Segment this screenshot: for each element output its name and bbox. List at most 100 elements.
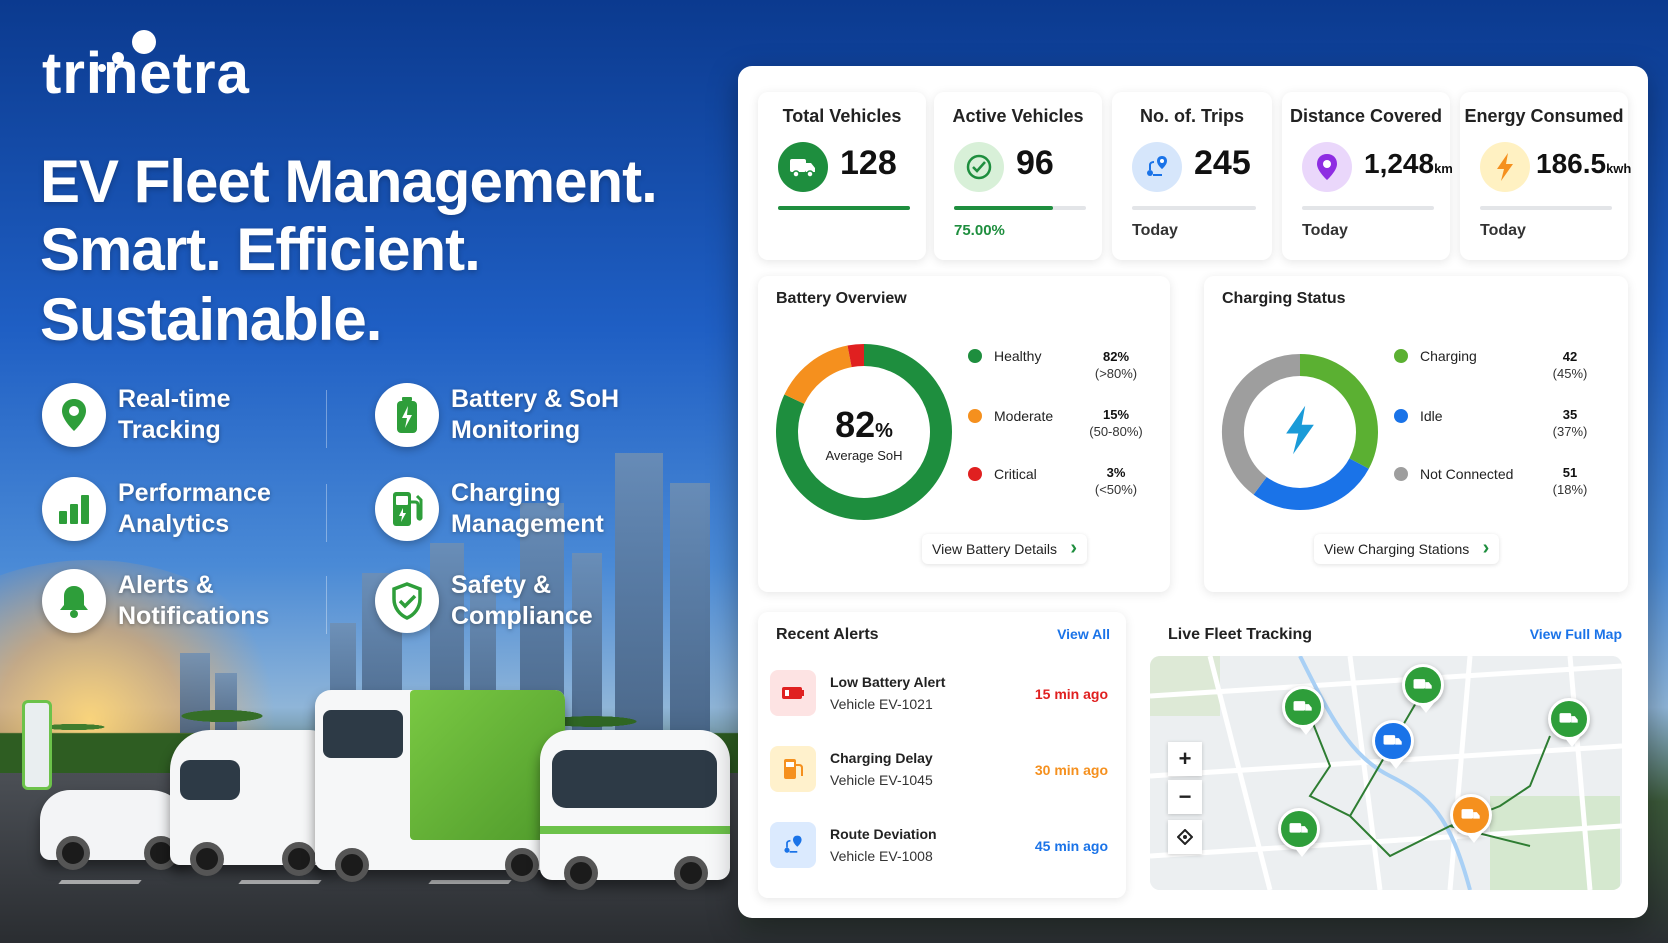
alert-item[interactable]: Route Deviation Vehicle EV-1008 45 min a… (770, 810, 1114, 878)
zoom-in-button[interactable]: + (1168, 742, 1202, 776)
stat-distance[interactable]: Distance Covered 1,248km Today (1282, 92, 1453, 260)
feature-line: Safety & (451, 571, 552, 599)
legend-healthy: Healthy (968, 348, 1041, 364)
charging-status-panel: Charging Status Charging 42 (45%) Idle 35… (1204, 276, 1628, 592)
feature-line: Real-time (118, 385, 231, 413)
feature-divider (326, 390, 327, 448)
legend-dot (1394, 409, 1408, 423)
donut-segment-moderate (784, 345, 853, 405)
legend-dot (1394, 349, 1408, 363)
legend-dot (968, 467, 982, 481)
alert-vehicle: Vehicle EV-1008 (830, 848, 933, 864)
hero-headline-line2: Smart. Efficient. (40, 216, 481, 283)
feature-alerts-notifications: Alerts & Notifications (42, 569, 342, 633)
legend-count: 42 (1562, 349, 1578, 364)
stat-title: Total Vehicles (782, 106, 902, 126)
stat-unit: kwh (1606, 161, 1632, 176)
zoom-out-button[interactable]: − (1168, 780, 1202, 814)
stat-total-vehicles[interactable]: Total Vehicles 128 (758, 92, 926, 260)
view-all-link[interactable]: View All (1057, 626, 1110, 642)
stat-title: No. of. Trips (1139, 106, 1244, 126)
feature-battery-soh: Battery & SoH Monitoring (375, 383, 675, 447)
stat-divider (1132, 206, 1256, 210)
stat-value: 186.5kwh (1536, 148, 1632, 179)
legend-pct: (18%) (1552, 482, 1588, 497)
legend-range: (>80%) (1094, 366, 1138, 381)
alert-vehicle: Vehicle EV-1045 (830, 772, 933, 788)
legend-pct: (37%) (1552, 424, 1588, 439)
truck-icon (778, 142, 828, 192)
legend-label: Not Connected (1420, 466, 1514, 482)
vehicle-pin-icon[interactable] (1372, 720, 1414, 769)
legend-label: Critical (994, 466, 1037, 482)
vehicle-pin-icon[interactable] (1278, 808, 1320, 857)
feature-line: Battery & SoH (451, 385, 620, 413)
view-full-map-link[interactable]: View Full Map (1529, 626, 1622, 642)
bar-chart-icon (42, 477, 106, 541)
legend-range: (<50%) (1094, 482, 1138, 497)
route-icon (1132, 142, 1182, 192)
recenter-icon[interactable] (1168, 820, 1202, 854)
vehicle-pin-icon[interactable] (1548, 698, 1590, 747)
alert-item[interactable]: Charging Delay Vehicle EV-1045 30 min ag… (770, 734, 1114, 802)
feature-realtime-tracking: Real-time Tracking (42, 383, 342, 447)
feature-line: Compliance (451, 602, 593, 630)
vehicle-pin-icon[interactable] (1402, 664, 1444, 713)
feature-charging-management: Charging Management (375, 477, 675, 541)
feature-line: Monitoring (451, 416, 581, 444)
vehicle-truck (315, 690, 565, 882)
vehicle-pin-icon[interactable] (1450, 794, 1492, 843)
stat-energy[interactable]: Energy Consumed 186.5kwh Today (1460, 92, 1632, 260)
legend-count: 51 (1562, 465, 1578, 480)
alert-vehicle: Vehicle EV-1021 (830, 696, 933, 712)
legend-label: Healthy (994, 348, 1042, 364)
donut-segment-idle (1253, 458, 1369, 510)
legend-value: 3% (<50%) (1076, 464, 1156, 498)
fuel-pump-icon (770, 746, 816, 792)
feature-line: Charging (451, 479, 561, 507)
stat-subtext: Today (1302, 222, 1348, 239)
feature-divider (326, 484, 327, 542)
road-marking (58, 880, 142, 884)
vehicle-pin-icon[interactable] (1282, 686, 1324, 735)
lightning-icon (1280, 404, 1320, 461)
legend-pct: 3% (1106, 465, 1126, 480)
legend-critical: Critical (968, 466, 1037, 482)
donut-segment-charging (1299, 354, 1378, 469)
road-marking (238, 880, 322, 884)
stat-divider (1480, 206, 1612, 210)
map-pin-icon (1302, 142, 1352, 192)
feature-divider (326, 576, 327, 634)
panel-title: Charging Status (1222, 290, 1346, 307)
alert-item[interactable]: Low Battery Alert Vehicle EV-1021 15 min… (770, 658, 1114, 726)
stat-trips[interactable]: No. of. Trips 245 Today (1112, 92, 1272, 260)
stat-subtext: 75.00% (954, 222, 1005, 239)
feature-line: Performance (118, 479, 271, 507)
battery-donut-chart (776, 344, 952, 520)
legend-pct: (45%) (1552, 366, 1588, 381)
legend-moderate: Moderate (968, 408, 1053, 424)
fleet-map[interactable]: + − (1150, 656, 1622, 890)
donut-segment-healthy (776, 344, 952, 520)
stat-active-vehicles[interactable]: Active Vehicles 96 75.00% (934, 92, 1102, 260)
donut-segment-not-connected (1222, 354, 1301, 495)
view-charging-stations-button[interactable]: View Charging Stations (1314, 534, 1500, 564)
legend-pct: 15% (1102, 407, 1130, 422)
alert-time: 15 min ago (1034, 686, 1108, 702)
road-marking (428, 880, 512, 884)
alert-time: 45 min ago (1034, 838, 1108, 854)
legend-dot (968, 349, 982, 363)
battery-center: 82% Average SoH (774, 404, 954, 463)
battery-center-unit: % (875, 420, 893, 442)
shield-check-icon (375, 569, 439, 633)
route-icon (770, 822, 816, 868)
bell-icon (42, 569, 106, 633)
stat-title: Active Vehicles (952, 106, 1084, 126)
battery-icon (375, 383, 439, 447)
legend-label: Moderate (994, 408, 1054, 424)
legend-dot (1394, 467, 1408, 481)
feature-safety-compliance: Safety & Compliance (375, 569, 675, 633)
recent-alerts-panel: Recent Alerts View All Low Battery Alert… (758, 612, 1126, 898)
alert-title: Charging Delay (830, 750, 933, 766)
view-battery-details-button[interactable]: View Battery Details (922, 534, 1088, 564)
